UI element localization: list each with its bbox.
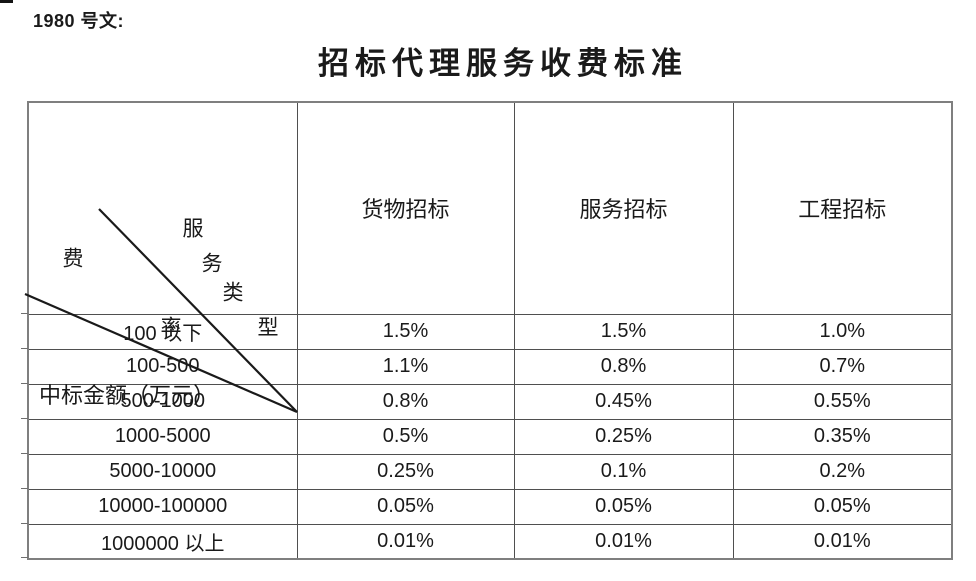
table-row: 5000-10000 0.25% 0.1% 0.2% bbox=[27, 453, 953, 490]
range-cell: 10000-100000 bbox=[27, 488, 298, 525]
engineering-rate-cell: 1.0% bbox=[732, 313, 953, 350]
table-row: 100 以下 1.5% 1.5% 1.0% bbox=[27, 313, 953, 350]
row-border-tick bbox=[21, 488, 28, 489]
range-cell: 5000-10000 bbox=[27, 453, 298, 490]
corner-amount-label: 中标金额（万元） bbox=[39, 383, 216, 409]
row-border-tick bbox=[21, 383, 28, 384]
corner-service-type-char: 服 bbox=[182, 216, 204, 241]
range-cell: 100 以下 bbox=[27, 313, 298, 350]
engineering-rate-cell: 0.7% bbox=[732, 348, 953, 385]
services-rate-cell: 0.45% bbox=[513, 383, 734, 420]
row-border-tick bbox=[21, 557, 28, 558]
column-header-engineering: 工程招标 bbox=[732, 101, 953, 315]
services-rate-cell: 1.5% bbox=[513, 313, 734, 350]
corner-diagonal-lower bbox=[24, 293, 298, 414]
fee-standard-table: 服 务 类 型 费 率 中标金额（万元） 货物招标 服务招标 工程招标 100 … bbox=[24, 101, 953, 560]
goods-rate-cell: 0.5% bbox=[296, 418, 515, 455]
services-rate-cell: 0.01% bbox=[513, 523, 734, 560]
table-row: 1000-5000 0.5% 0.25% 0.35% bbox=[27, 418, 953, 455]
services-rate-cell: 0.05% bbox=[513, 488, 734, 525]
goods-rate-cell: 0.01% bbox=[296, 523, 515, 560]
corner-rate-char: 费 bbox=[62, 246, 84, 271]
services-rate-cell: 0.8% bbox=[513, 348, 734, 385]
row-border-tick bbox=[21, 523, 28, 524]
goods-rate-cell: 0.8% bbox=[296, 383, 515, 420]
goods-rate-cell: 1.5% bbox=[296, 313, 515, 350]
table-row: 100-500 1.1% 0.8% 0.7% bbox=[27, 348, 953, 385]
engineering-rate-cell: 0.05% bbox=[732, 488, 953, 525]
page-title: 招标代理服务收费标准 bbox=[318, 46, 688, 81]
corner-diagonal-upper bbox=[98, 208, 298, 414]
goods-rate-cell: 0.25% bbox=[296, 453, 515, 490]
range-cell: 1000-5000 bbox=[27, 418, 298, 455]
table-corner-cell: 服 务 类 型 费 率 中标金额（万元） bbox=[24, 101, 298, 414]
row-border-tick bbox=[21, 453, 28, 454]
row-border-tick bbox=[21, 348, 28, 349]
corner-service-type-char: 类 bbox=[222, 280, 244, 305]
table-header-row: 服 务 类 型 费 率 中标金额（万元） 货物招标 服务招标 工程招标 bbox=[24, 101, 953, 414]
engineering-rate-cell: 0.35% bbox=[732, 418, 953, 455]
column-header-goods: 货物招标 bbox=[296, 101, 515, 315]
corner-diagonals bbox=[24, 208, 298, 414]
table-row: 1000000 以上 0.01% 0.01% 0.01% bbox=[27, 523, 953, 560]
engineering-rate-cell: 0.2% bbox=[732, 453, 953, 490]
corner-rate-char: 率 bbox=[160, 315, 182, 340]
goods-rate-cell: 1.1% bbox=[296, 348, 515, 385]
engineering-rate-cell: 0.01% bbox=[732, 523, 953, 560]
corner-service-type-char: 务 bbox=[201, 251, 223, 276]
table-row: 10000-100000 0.05% 0.05% 0.05% bbox=[27, 488, 953, 525]
row-border-tick bbox=[21, 418, 28, 419]
goods-rate-cell: 0.05% bbox=[296, 488, 515, 525]
column-header-services: 服务招标 bbox=[513, 101, 734, 315]
services-rate-cell: 0.25% bbox=[513, 418, 734, 455]
engineering-rate-cell: 0.55% bbox=[732, 383, 953, 420]
range-cell: 1000000 以上 bbox=[27, 523, 298, 560]
range-cell: 500-1000 bbox=[27, 383, 298, 420]
page-corner-artifact bbox=[0, 0, 13, 3]
row-border-tick bbox=[21, 313, 28, 314]
corner-service-type-char: 型 bbox=[257, 315, 279, 340]
services-rate-cell: 0.1% bbox=[513, 453, 734, 490]
table-row: 500-1000 0.8% 0.45% 0.55% bbox=[27, 383, 953, 420]
doc-number-label: 1980 号文: bbox=[33, 11, 125, 31]
